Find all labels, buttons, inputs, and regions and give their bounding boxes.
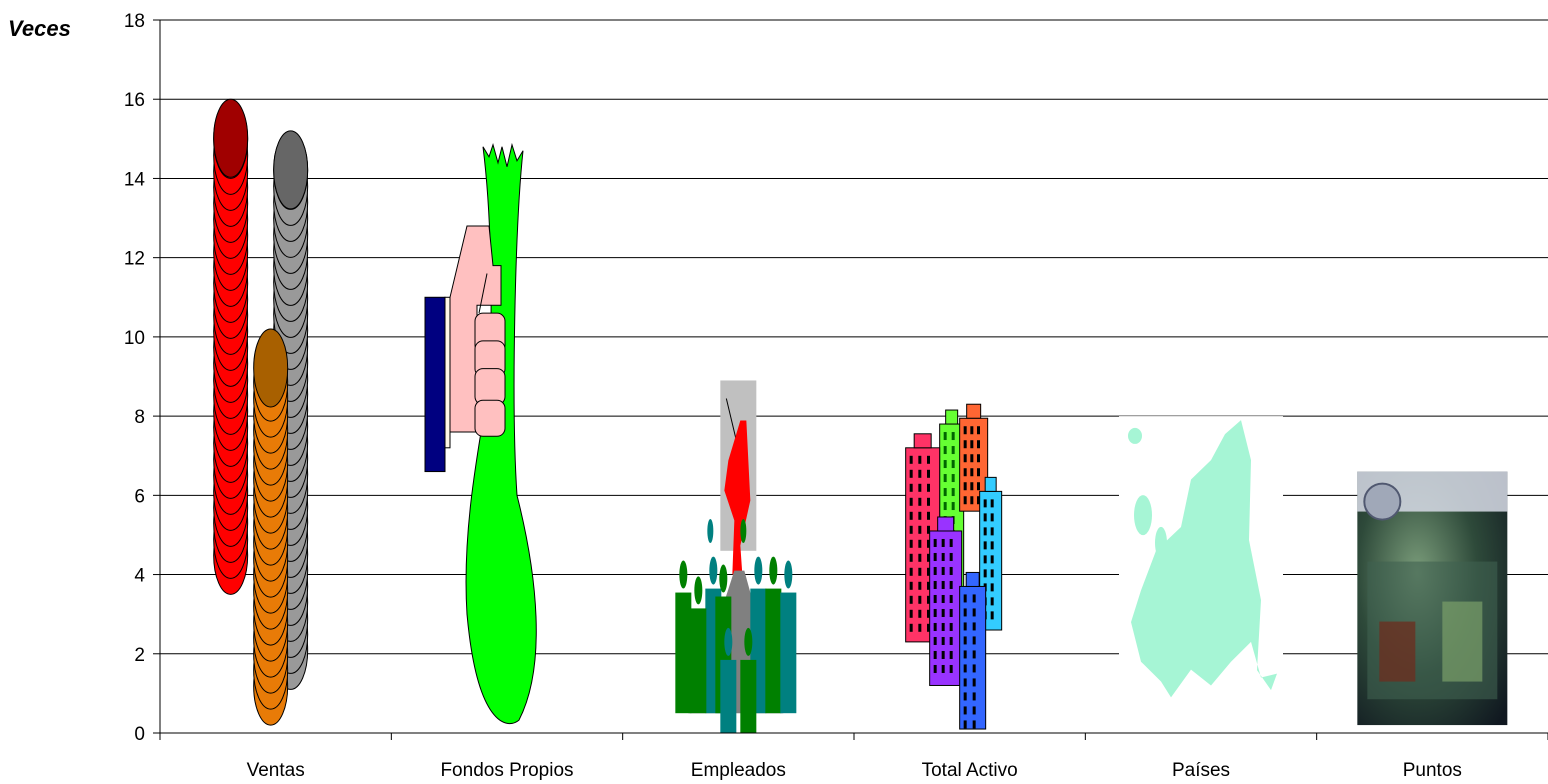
x-tick-label: Empleados [691,760,786,781]
y-tick-label: 4 [134,566,145,587]
gridlines [160,19,1548,655]
y-tick-label: 6 [134,486,145,507]
y-tick-label: 2 [134,645,145,666]
pictogram-bar-puntos [1357,471,1508,726]
pictogram-bar-total-activo [905,403,1003,730]
x-tick-label: Total Activo [922,760,1018,781]
y-tick-label: 16 [124,90,145,111]
x-axis: Ventas Fondos Propios Empleados Total Activ… [159,732,1548,781]
y-tick-label: 0 [134,724,145,745]
y-tick-label: 8 [134,407,145,428]
pictogram-bar-fondos-propios [424,142,537,724]
pictogram-bar-países [1119,416,1283,729]
pictogram-bars [213,98,1508,733]
y-tick-label: 14 [124,169,146,190]
y-tick-label: 12 [124,249,145,270]
y-axis-ticks: 0 2 4 6 8 10 12 14 16 18 [124,11,161,745]
x-tick-label: Fondos Propios [440,760,573,781]
x-tick-label: Puntos [1403,760,1462,781]
y-tick-label: 18 [124,11,145,32]
y-axis-label: Veces [8,16,71,41]
pictogram-bar-ventas [213,98,309,726]
y-tick-label: 10 [124,328,145,349]
x-tick-label: Ventas [247,760,305,781]
x-tick-label: Países [1172,760,1230,781]
pictogram-bar-empleados [675,380,797,733]
